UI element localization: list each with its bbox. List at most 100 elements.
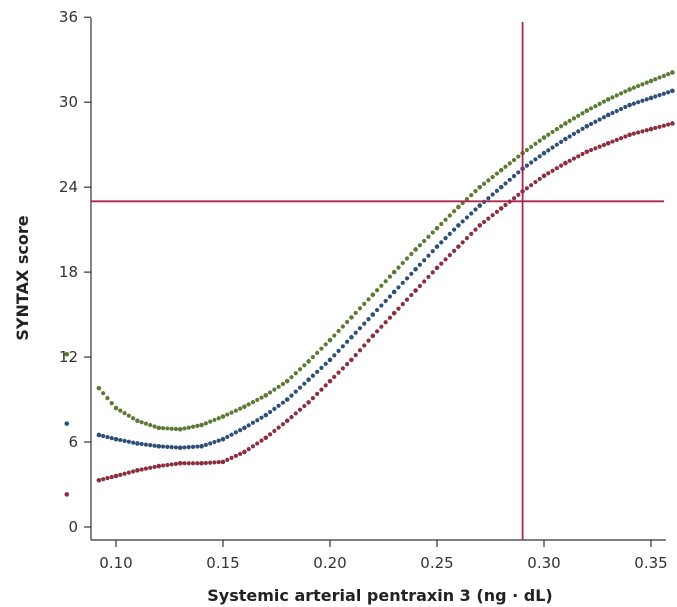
data-point — [648, 126, 654, 132]
data-point — [250, 420, 256, 425]
y-tick-label: 0 — [68, 518, 78, 536]
data-point — [618, 91, 624, 96]
data-point — [623, 134, 628, 139]
data-point — [165, 444, 170, 449]
data-point — [332, 333, 337, 338]
data-point — [113, 473, 119, 479]
data-point — [546, 148, 551, 153]
data-point — [593, 146, 598, 151]
data-point — [387, 274, 393, 279]
data-point — [636, 83, 641, 89]
data-point — [319, 365, 324, 370]
data-point — [486, 216, 491, 221]
data-point — [605, 97, 611, 102]
data-point — [113, 436, 119, 442]
data-point — [297, 367, 303, 372]
data-point — [490, 213, 495, 218]
data-point — [563, 136, 568, 142]
data-point — [374, 288, 380, 293]
data-point — [293, 389, 298, 394]
data-point — [143, 442, 149, 447]
data-point — [494, 188, 500, 193]
data-point — [400, 302, 405, 307]
y-tick-label: 18 — [59, 263, 78, 281]
data-point — [541, 173, 547, 179]
data-point — [340, 324, 345, 329]
data-point — [507, 161, 512, 166]
data-point — [597, 144, 602, 149]
data-point — [456, 204, 461, 210]
data-point — [109, 401, 114, 406]
data-point — [250, 444, 256, 449]
data-point — [229, 432, 234, 437]
data-point — [614, 108, 619, 114]
data-point — [413, 288, 418, 293]
data-point — [452, 209, 457, 214]
data-point — [101, 433, 106, 439]
data-point — [503, 164, 508, 169]
data-point — [516, 154, 521, 159]
data-point — [143, 466, 149, 471]
data-point — [610, 110, 615, 116]
data-point — [580, 111, 585, 116]
series-2 — [64, 88, 675, 451]
data-point — [516, 192, 521, 197]
data-point — [666, 72, 671, 77]
data-point — [473, 207, 478, 212]
data-point — [310, 354, 315, 360]
data-point — [263, 412, 269, 418]
data-point — [208, 460, 213, 465]
data-point — [280, 381, 286, 387]
data-point — [148, 443, 153, 448]
data-point — [559, 124, 564, 129]
data-point — [486, 196, 491, 201]
x-axis-ticks: 0.100.150.200.250.300.350.400.450.500.55… — [99, 540, 668, 572]
data-point — [135, 441, 140, 446]
data-point — [186, 445, 191, 450]
data-point — [559, 163, 564, 168]
data-point — [366, 317, 371, 322]
data-point — [173, 445, 179, 450]
series-3 — [64, 121, 675, 497]
data-point — [426, 274, 431, 280]
data-point — [588, 106, 594, 111]
data-point — [640, 82, 645, 87]
data-point — [131, 416, 136, 421]
data-point — [349, 315, 354, 320]
data-point — [443, 217, 448, 222]
data-point — [507, 177, 512, 182]
data-point — [195, 423, 200, 428]
data-point — [259, 415, 264, 420]
data-point — [567, 118, 572, 123]
data-point — [272, 406, 277, 412]
data-point — [336, 370, 341, 375]
data-point — [182, 461, 187, 466]
data-point — [550, 168, 555, 173]
data-point — [156, 463, 162, 469]
data-point — [670, 121, 675, 126]
data-point — [323, 342, 328, 347]
data-point — [109, 474, 114, 480]
data-point — [477, 203, 483, 208]
data-point — [203, 460, 208, 466]
data-point — [460, 240, 465, 245]
data-point — [597, 101, 602, 106]
data-point — [653, 125, 658, 131]
data-point — [362, 321, 367, 326]
data-point — [208, 419, 213, 424]
data-point — [554, 166, 559, 171]
data-point — [498, 206, 504, 211]
data-point — [481, 181, 487, 186]
data-point — [387, 294, 393, 299]
data-point — [323, 383, 328, 388]
data-point — [280, 422, 286, 427]
data-point — [524, 163, 529, 168]
data-point — [212, 417, 217, 423]
data-point — [190, 444, 196, 449]
data-point — [220, 459, 226, 465]
data-point — [387, 315, 393, 320]
data-point — [443, 236, 448, 241]
data-point — [434, 225, 440, 231]
data-point — [443, 257, 448, 262]
data-point — [464, 196, 470, 202]
